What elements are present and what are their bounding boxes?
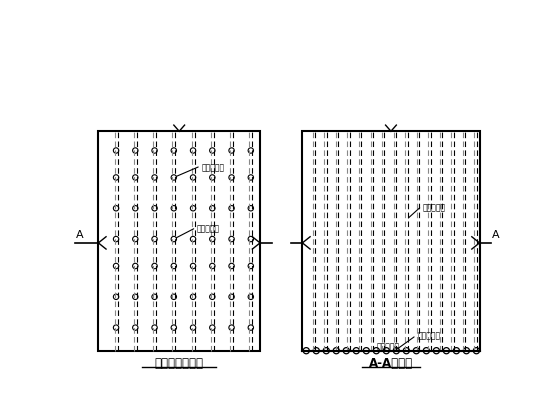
Text: 水平预裂孔: 水平预裂孔 (202, 163, 225, 172)
Text: A: A (76, 230, 83, 240)
Text: 垂直爆破孔: 垂直爆破孔 (197, 225, 220, 234)
Text: 水平预裂孔: 水平预裂孔 (417, 331, 440, 341)
Text: 水平建基面: 水平建基面 (376, 342, 399, 352)
Text: A: A (492, 230, 500, 240)
Text: 平面布孔示意图: 平面布孔示意图 (155, 357, 204, 370)
Text: A-A剖面图: A-A剖面图 (369, 357, 413, 370)
Text: 垂直爆破孔: 垂直爆破孔 (422, 203, 446, 212)
